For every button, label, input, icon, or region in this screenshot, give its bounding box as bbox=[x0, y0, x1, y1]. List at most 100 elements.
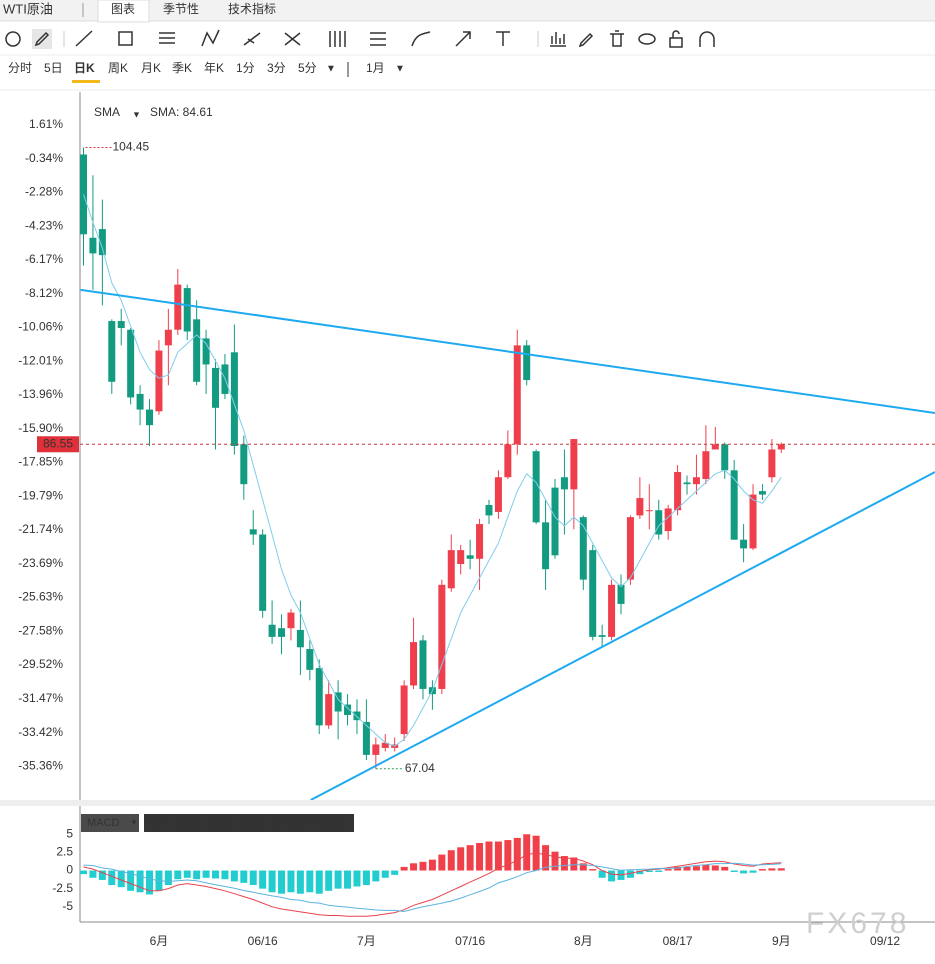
macd-bar bbox=[645, 870, 653, 872]
macd-bar bbox=[749, 870, 757, 873]
icon[interactable] bbox=[118, 31, 133, 46]
candle-body bbox=[636, 498, 644, 516]
tab[interactable]: 技术指标 bbox=[228, 1, 276, 16]
period[interactable]: 季K bbox=[172, 61, 192, 75]
tab[interactable]: 图表 bbox=[111, 2, 135, 16]
y-tick-label: -13.96% bbox=[18, 387, 63, 401]
candle-body bbox=[117, 321, 125, 328]
icon[interactable] bbox=[550, 32, 566, 47]
period[interactable]: 日K bbox=[74, 61, 95, 75]
macd-bar bbox=[212, 870, 220, 879]
x-tick-label: 08/17 bbox=[663, 934, 693, 948]
macd-bar bbox=[400, 866, 408, 871]
macd-bar bbox=[740, 870, 748, 874]
macd-bar bbox=[485, 841, 493, 871]
candle-body bbox=[155, 350, 163, 412]
candle-body bbox=[626, 517, 634, 580]
period[interactable]: 3分 bbox=[267, 61, 286, 75]
candle-body bbox=[589, 550, 597, 637]
macd-bar bbox=[183, 870, 191, 878]
candle-body bbox=[419, 640, 427, 689]
macd-bar bbox=[98, 870, 106, 880]
macd-bar bbox=[589, 869, 597, 871]
last-price-box bbox=[37, 436, 79, 453]
y-tick-label: 0 bbox=[66, 863, 73, 877]
icon[interactable] bbox=[284, 32, 301, 46]
macd-bar bbox=[89, 870, 97, 878]
icon[interactable] bbox=[699, 31, 715, 47]
macd-bar bbox=[664, 869, 672, 871]
period-dropdown[interactable]: ▼ bbox=[326, 64, 336, 75]
candle-body bbox=[362, 721, 370, 755]
range-dropdown[interactable]: ▼ bbox=[395, 64, 405, 75]
macd-bar bbox=[655, 870, 663, 872]
legend-entry: SMA bbox=[94, 105, 120, 119]
candle-body bbox=[683, 482, 691, 485]
overlay: 104.45 67.04 86.55 bbox=[37, 140, 935, 775]
period[interactable]: 周K bbox=[108, 61, 128, 75]
icon[interactable] bbox=[578, 32, 594, 48]
candle-body bbox=[108, 321, 116, 382]
candle-body bbox=[485, 505, 493, 516]
icon[interactable] bbox=[243, 32, 261, 46]
icon[interactable] bbox=[329, 31, 346, 47]
period[interactable]: 年K bbox=[204, 61, 224, 75]
period[interactable]: 5日 bbox=[44, 61, 63, 75]
y-tick-label: -27.58% bbox=[18, 624, 63, 638]
macd-bar bbox=[570, 857, 578, 871]
macd-bar bbox=[136, 870, 144, 893]
candle-body bbox=[645, 510, 653, 512]
candle-body bbox=[193, 319, 201, 382]
macd-bar bbox=[287, 870, 295, 893]
tab[interactable]: 季节性 bbox=[163, 2, 199, 16]
indicator-box[interactable] bbox=[81, 814, 139, 832]
icon[interactable] bbox=[610, 30, 624, 47]
candle-body bbox=[334, 692, 342, 712]
macd-bar bbox=[202, 870, 210, 878]
y-tick-label: -12.01% bbox=[18, 353, 63, 367]
candle-body bbox=[174, 284, 182, 330]
candle-body bbox=[494, 477, 502, 512]
sma-line bbox=[83, 194, 782, 747]
candle-body bbox=[655, 510, 663, 535]
trend-line bbox=[80, 288, 935, 415]
macd-bar bbox=[636, 870, 644, 875]
icon[interactable] bbox=[411, 31, 431, 47]
icon[interactable] bbox=[5, 31, 21, 47]
range[interactable]: 1月 bbox=[366, 61, 385, 75]
period[interactable]: 分时 bbox=[8, 61, 32, 75]
icon[interactable] bbox=[370, 32, 386, 46]
y-tick-label: -4.23% bbox=[25, 218, 63, 232]
candle-body bbox=[136, 393, 144, 410]
macd-bar bbox=[334, 870, 342, 889]
macd-bar bbox=[325, 870, 333, 891]
macd-bar bbox=[711, 865, 719, 871]
macd-bar bbox=[721, 866, 729, 871]
icon[interactable] bbox=[201, 29, 220, 47]
macd-bar bbox=[551, 851, 559, 871]
y-tick-label: -23.69% bbox=[18, 556, 63, 570]
period[interactable]: 1分 bbox=[236, 61, 255, 75]
macd-bar bbox=[579, 863, 587, 871]
candle-body bbox=[560, 477, 568, 490]
candle-body bbox=[410, 642, 418, 686]
macd-bar bbox=[146, 870, 154, 895]
macd-bar bbox=[494, 841, 502, 871]
icon[interactable] bbox=[669, 30, 683, 48]
icon[interactable] bbox=[159, 32, 175, 44]
icon[interactable] bbox=[34, 31, 50, 47]
candle-body bbox=[268, 624, 276, 637]
candle-body bbox=[400, 685, 408, 735]
instrument: WTI原油 bbox=[3, 1, 53, 16]
period[interactable]: 5分 bbox=[298, 61, 317, 75]
icon[interactable] bbox=[455, 31, 471, 47]
candle-body bbox=[740, 539, 748, 549]
period[interactable]: 月K bbox=[141, 61, 161, 75]
candle-body bbox=[730, 470, 738, 540]
candle-body bbox=[692, 477, 700, 485]
icon[interactable] bbox=[496, 31, 510, 46]
icon[interactable] bbox=[638, 33, 656, 45]
candle-body bbox=[202, 338, 210, 365]
icon[interactable] bbox=[75, 30, 93, 47]
